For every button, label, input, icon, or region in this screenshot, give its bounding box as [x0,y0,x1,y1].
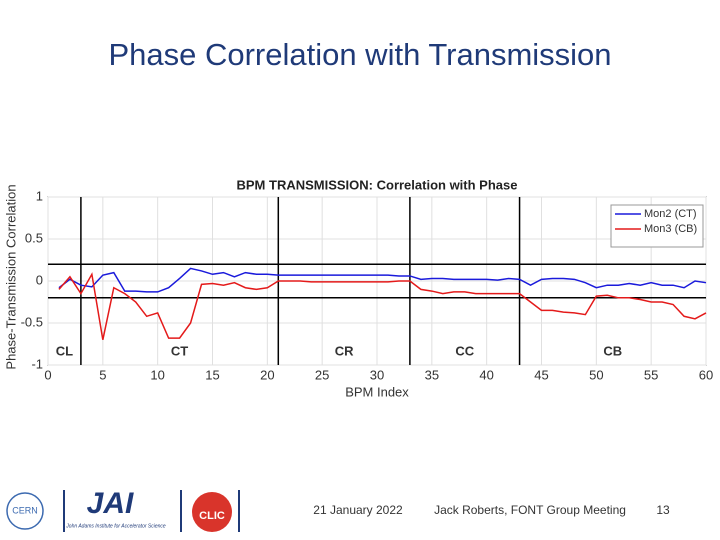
x-tick-label: 30 [370,367,384,382]
y-axis-label: Phase-Transmission Correlation [3,184,18,369]
x-tick-label: 25 [315,367,329,382]
region-label: CC [455,343,474,358]
x-tick-label: 5 [99,367,106,382]
y-tick-label: 0 [36,272,43,287]
x-tick-label: 15 [205,367,219,382]
plot: 0 5 10 15 20 25 30 35 40 45 50 55 60 -1 -0.5 0 0.5 1 CL CT C… [21,188,714,382]
page-number: 13 [656,503,670,517]
chart-title: BPM TRANSMISSION: Correlation with Phase [237,177,518,192]
x-tick-label: 40 [479,367,493,382]
legend-label: Mon3 (CB) [644,223,697,235]
legend: Mon2 (CT) Mon3 (CB) [610,204,704,248]
x-tick-label: 10 [150,367,164,382]
legend-label: Mon2 (CT) [644,208,697,220]
region-label: CR [335,343,354,358]
x-tick-label: 60 [699,367,713,382]
clic-logo: CLIC [192,492,232,532]
footer-meeting: Jack Roberts, FONT Group Meeting [434,503,626,517]
region-label: CB [603,343,622,358]
y-tick-label: -0.5 [21,314,43,329]
footer-date: 21 January 2022 [313,503,403,517]
region-label: CL [56,343,73,358]
y-tick-label: 1 [36,188,43,203]
slide-title: Phase Correlation with Transmission [108,37,611,72]
x-axis-label: BPM Index [345,384,409,399]
x-tick-label: 20 [260,367,274,382]
y-tick-label: -1 [31,356,43,371]
cern-logo: CERN [6,492,44,530]
series-line [58,272,707,340]
jai-name: John Adams Institute for Accelerator Sci… [65,523,166,529]
clic-text: CLIC [199,510,225,522]
x-tick-label: 50 [589,367,603,382]
x-tick-label: 55 [644,367,658,382]
jai-text: JAI [87,487,134,520]
x-tick-label: 45 [534,367,548,382]
y-tick-label: 0.5 [25,230,43,245]
x-tick-label: 0 [44,367,51,382]
jai-logo: JAI John Adams Institute for Accelerator… [65,487,166,529]
cern-text: CERN [12,505,38,515]
series-line [58,267,707,293]
region-label: CT [171,343,188,358]
x-tick-label: 35 [425,367,439,382]
legend-box [610,204,704,248]
